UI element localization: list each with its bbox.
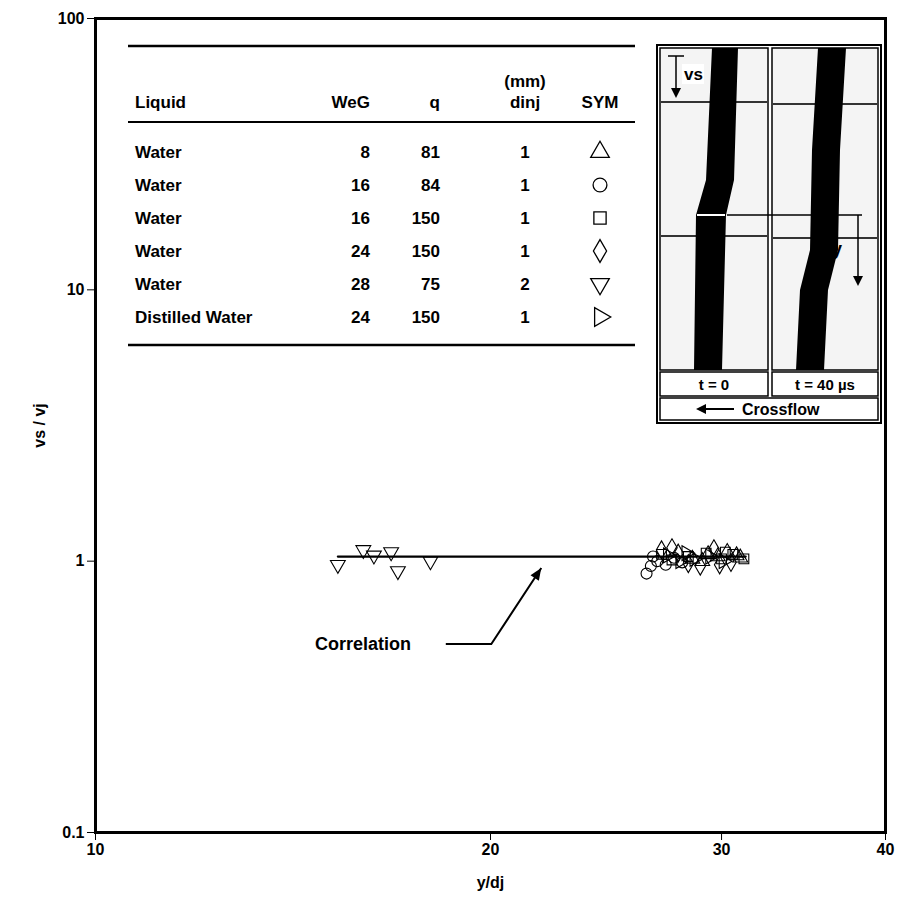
svg-text:Crossflow: Crossflow [742, 401, 820, 418]
svg-text:Correlation: Correlation [315, 634, 411, 654]
svg-text:100: 100 [58, 10, 85, 27]
svg-text:8: 8 [361, 143, 370, 162]
svg-text:y/dj: y/dj [477, 874, 505, 891]
svg-text:10: 10 [87, 841, 105, 858]
svg-text:Water: Water [135, 143, 182, 162]
svg-text:q: q [430, 93, 440, 112]
svg-text:75: 75 [421, 275, 440, 294]
svg-text:WeG: WeG [332, 93, 370, 112]
svg-text:Distilled Water: Distilled Water [135, 308, 253, 327]
svg-text:24: 24 [351, 308, 370, 327]
svg-text:84: 84 [421, 176, 440, 195]
svg-text:Water: Water [135, 176, 182, 195]
svg-text:Water: Water [135, 209, 182, 228]
svg-text:t = 40 µs: t = 40 µs [795, 376, 855, 393]
svg-text:20: 20 [482, 841, 500, 858]
svg-text:vs: vs [684, 65, 703, 84]
svg-text:16: 16 [351, 209, 370, 228]
svg-text:0.1: 0.1 [62, 824, 84, 841]
svg-text:30: 30 [713, 841, 731, 858]
svg-text:Water: Water [135, 275, 182, 294]
svg-text:28: 28 [351, 275, 370, 294]
svg-text:10: 10 [67, 281, 85, 298]
svg-text:16: 16 [351, 176, 370, 195]
svg-text:1: 1 [520, 176, 529, 195]
svg-text:150: 150 [412, 242, 440, 261]
svg-text:150: 150 [412, 308, 440, 327]
svg-text:1: 1 [76, 552, 85, 569]
svg-text:1: 1 [520, 308, 529, 327]
svg-text:dinj: dinj [510, 93, 540, 112]
svg-text:vs / vj: vs / vj [31, 403, 48, 447]
svg-text:150: 150 [412, 209, 440, 228]
svg-text:24: 24 [351, 242, 370, 261]
svg-text:(mm): (mm) [504, 72, 546, 91]
svg-text:1: 1 [520, 242, 529, 261]
svg-text:81: 81 [421, 143, 440, 162]
svg-text:y: y [832, 239, 842, 259]
svg-text:1: 1 [520, 209, 529, 228]
svg-text:Liquid: Liquid [135, 93, 186, 112]
svg-text:1: 1 [520, 143, 529, 162]
svg-text:t = 0: t = 0 [699, 376, 729, 393]
svg-text:Water: Water [135, 242, 182, 261]
svg-text:SYM: SYM [582, 93, 619, 112]
svg-text:2: 2 [520, 275, 529, 294]
svg-text:40: 40 [877, 841, 895, 858]
